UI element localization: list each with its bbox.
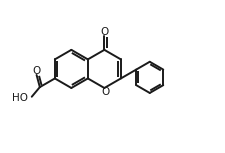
Text: HO: HO bbox=[12, 93, 28, 103]
Text: O: O bbox=[101, 87, 109, 97]
Text: O: O bbox=[100, 27, 108, 37]
Text: O: O bbox=[32, 66, 40, 76]
